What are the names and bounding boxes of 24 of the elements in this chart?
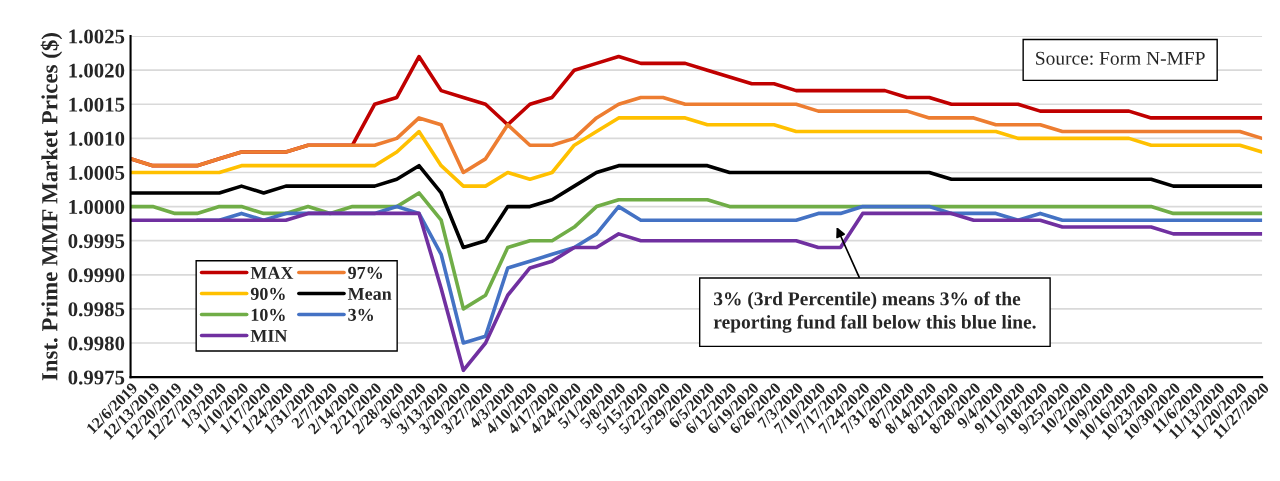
- legend-label: 3%: [348, 308, 374, 321]
- line-series: [130, 211, 1263, 373]
- y-tick-label: 1.0015: [69, 97, 125, 112]
- y-tick-label: 0.9975: [68, 370, 125, 385]
- y-tick-label: 1.0010: [69, 131, 125, 146]
- y-tick-label: 0.9980: [68, 336, 125, 351]
- y-tick-label: 0.9990: [68, 268, 125, 283]
- legend-label: MAX: [250, 266, 294, 279]
- legend-label: 10%: [251, 308, 285, 321]
- legend-label: 90%: [250, 287, 285, 300]
- y-tick-label: 0.9985: [68, 302, 125, 317]
- legend-label: 97%: [348, 266, 383, 280]
- annotation: 3% (3rd Percentile) means 3% of the reporting fund fall below this blue line.: [713, 291, 1036, 333]
- line-series: [130, 95, 1263, 175]
- y-tick-label: 1.0020: [69, 63, 125, 78]
- annotation: Source: Form N-MFP: [1036, 51, 1205, 65]
- y-axis-title: Inst. Prime MMF Market Prices ($): [40, 33, 63, 381]
- y-tick-label: 1.0005: [69, 165, 125, 181]
- line-series: [130, 116, 1263, 188]
- y-tick-label: 1.0025: [69, 29, 125, 44]
- y-tick-label: 1.0000: [69, 199, 125, 215]
- y-tick-label: 0.9995: [68, 234, 125, 249]
- legend-label: MIN: [250, 329, 288, 342]
- legend-label: Mean: [347, 287, 392, 300]
